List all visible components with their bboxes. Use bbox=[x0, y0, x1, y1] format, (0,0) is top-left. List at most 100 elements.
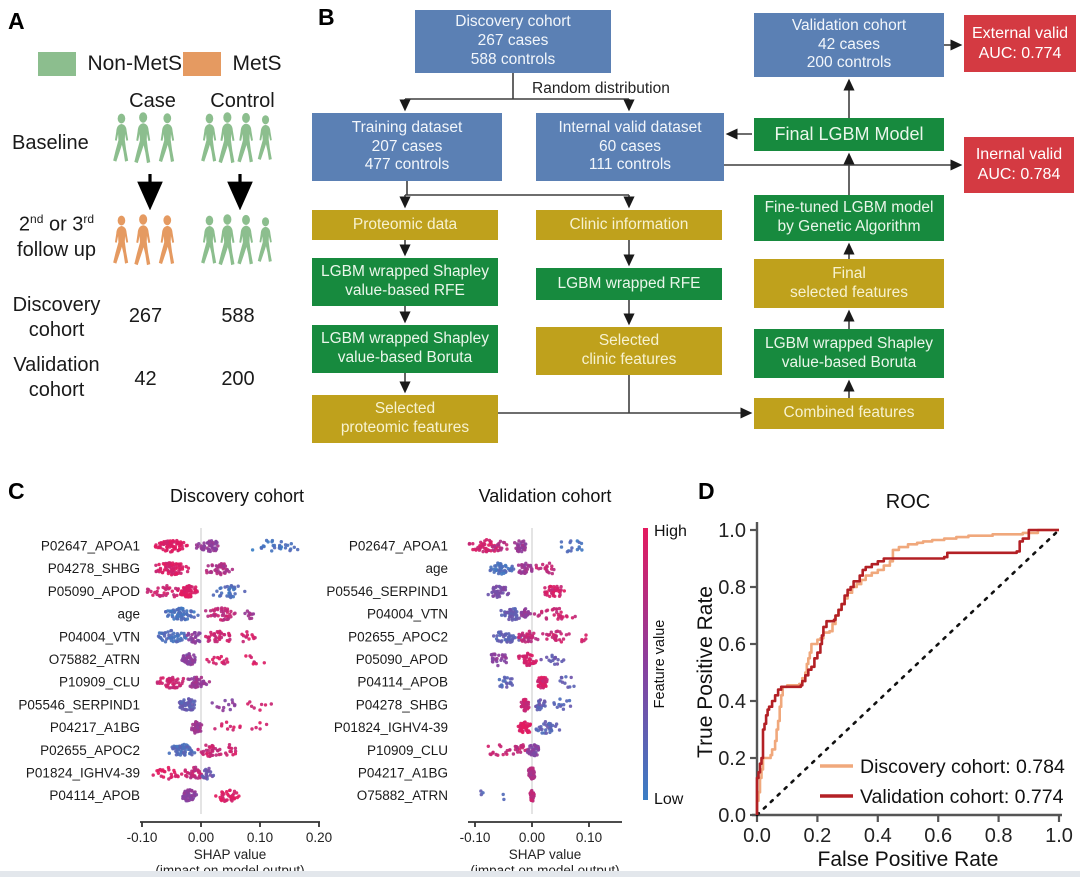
x-tick-label: 1.0 bbox=[1045, 825, 1073, 847]
person-icon bbox=[201, 113, 217, 162]
x-axis-label: SHAP value bbox=[509, 847, 582, 862]
feature-label: P04278_SHBG bbox=[48, 561, 140, 576]
person-icon bbox=[113, 215, 129, 264]
validation-control-count: 200 bbox=[221, 368, 255, 390]
person-silhouette-icons bbox=[113, 112, 175, 164]
feature-label: P04114_APOB bbox=[49, 788, 140, 803]
colorbar-high-label: High bbox=[654, 523, 687, 540]
training-dataset-box: Training dataset 207 cases 477 controls bbox=[312, 113, 502, 181]
x-tick-label: 0.00 bbox=[188, 830, 214, 845]
baseline-case-people-icon bbox=[108, 112, 188, 172]
feature-label: P04217_A1BG bbox=[50, 720, 140, 735]
person-icon bbox=[201, 215, 217, 264]
discovery-cohort-box: Discovery cohort 267 cases 588 controls bbox=[415, 10, 611, 73]
feature-label: O75882_ATRN bbox=[49, 652, 140, 667]
y-tick-label: 1.0 bbox=[718, 520, 746, 542]
x-tick-label: 0.2 bbox=[803, 825, 831, 847]
x-axis-label: SHAP value bbox=[194, 847, 267, 862]
feature-label: P02647_APOA1 bbox=[349, 539, 448, 554]
legend-nonmets: Non-MetS bbox=[38, 52, 182, 76]
x-tick-label: 0.10 bbox=[247, 830, 273, 845]
x-tick-label: 0.8 bbox=[985, 825, 1013, 847]
selected-proteomic-features-box: Selected proteomic features bbox=[312, 395, 498, 443]
person-icon bbox=[134, 214, 151, 266]
followup-text-line2: follow up bbox=[17, 238, 96, 261]
bottom-edge-strip bbox=[0, 871, 1080, 877]
selected-clinic-features-box: Selected clinic features bbox=[536, 327, 722, 375]
validation-cohort-row-label: Validation cohort bbox=[13, 354, 100, 401]
internal-valid-dataset-box: Internal valid dataset 60 cases 111 cont… bbox=[536, 113, 724, 181]
roc-plot: ROC 0.0 0.2 0.4 0.6 0.8 1.0 0.0 0.2 0.4 0.6 0.8 1.0 F… bbox=[694, 491, 1073, 871]
y-axis-label: True Positive Rate bbox=[694, 586, 717, 758]
panel-a-label: A bbox=[8, 8, 25, 34]
mets-swatch-icon bbox=[183, 52, 221, 76]
clinic-information-box: Clinic information bbox=[536, 210, 722, 240]
mets-label: MetS bbox=[232, 52, 282, 75]
legend-entry-label: Validation cohort: 0.774 bbox=[860, 786, 1064, 808]
person-icon bbox=[257, 217, 272, 262]
y-tick-label: 0.2 bbox=[718, 748, 746, 770]
person-icon bbox=[237, 214, 253, 265]
y-tick-label: 0.4 bbox=[718, 691, 746, 713]
y-tick-label: 0.6 bbox=[718, 634, 746, 656]
followup-control-people-icon bbox=[196, 214, 288, 274]
x-tick-label: 0.10 bbox=[576, 830, 602, 845]
external-valid-auc-box: External valid AUC: 0.774 bbox=[964, 15, 1076, 72]
feature-label: P05546_SERPIND1 bbox=[326, 584, 448, 599]
y-tick-label: 0.8 bbox=[718, 577, 746, 599]
x-tick-label: 0.4 bbox=[864, 825, 892, 847]
validation-cohort-box: Validation cohort 42 cases 200 controls bbox=[754, 13, 944, 77]
lgbm-shapley-boruta-right-box: LGBM wrapped Shapley value-based Boruta bbox=[754, 329, 944, 378]
final-selected-features-box: Final selected features bbox=[754, 259, 944, 308]
combined-features-box: Combined features bbox=[754, 398, 944, 429]
followup-arrows-icon bbox=[137, 174, 253, 210]
person-icon bbox=[218, 112, 235, 164]
column-header-control: Control bbox=[210, 90, 275, 112]
feature-label: P10909_CLU bbox=[59, 675, 140, 690]
followup-sup1: nd bbox=[30, 212, 44, 226]
followup-text-part2: or 3 bbox=[43, 213, 84, 236]
baseline-row-label: Baseline bbox=[12, 132, 89, 154]
panel-c-label: C bbox=[8, 478, 25, 504]
roc-title: ROC bbox=[886, 491, 930, 513]
followup-text-part1: 2 bbox=[18, 213, 31, 236]
panel-d-label: D bbox=[698, 478, 715, 504]
followup-case-people-icon bbox=[108, 214, 188, 274]
x-tick-label: 0.00 bbox=[519, 830, 545, 845]
feature-label: P02655_APOC2 bbox=[40, 743, 140, 758]
y-tick-label: 0.0 bbox=[718, 805, 746, 827]
discovery-cohort-row-label: Discovery cohort bbox=[12, 294, 101, 341]
lgbm-shapley-boruta-left-box: LGBM wrapped Shapley value-based Boruta bbox=[312, 325, 498, 373]
legend-entry-label: Discovery cohort: 0.784 bbox=[860, 756, 1065, 778]
nonmets-label: Non-MetS bbox=[87, 52, 182, 75]
person-icon bbox=[113, 113, 129, 162]
roc-curve-discovery bbox=[755, 528, 1059, 815]
person-icon bbox=[218, 214, 235, 266]
person-icon bbox=[158, 113, 175, 163]
shap-plot-title: Discovery cohort bbox=[170, 486, 304, 506]
feature-label: P05546_SERPIND1 bbox=[18, 697, 140, 712]
followup-sup2: rd bbox=[83, 212, 95, 226]
person-icon bbox=[257, 115, 272, 160]
feature-label: P04114_APOB bbox=[357, 675, 448, 690]
followup-row-label: 2nd or 3rd follow up bbox=[4, 212, 109, 288]
x-tick-label: -0.10 bbox=[460, 830, 491, 845]
final-lgbm-model-box: Final LGBM Model bbox=[754, 118, 944, 151]
feature-label: age bbox=[117, 607, 140, 622]
feature-label: P04004_VTN bbox=[367, 607, 448, 622]
feature-label: P02647_APOA1 bbox=[41, 539, 140, 554]
shap-plot-title: Validation cohort bbox=[479, 486, 612, 506]
feature-label: P05090_APOD bbox=[356, 652, 449, 667]
random-distribution-label: Random distribution bbox=[532, 80, 670, 97]
roc-chart: ROC 0.0 0.2 0.4 0.6 0.8 1.0 0.0 0.2 0.4 0.6 0.8 1.0 F… bbox=[694, 491, 1073, 871]
feature-label: P05090_APOD bbox=[48, 584, 141, 599]
x-tick-label: 0.6 bbox=[924, 825, 952, 847]
person-silhouette-icons bbox=[201, 112, 272, 164]
feature-label: O75882_ATRN bbox=[357, 788, 448, 803]
feature-value-colorbar: High Low Feature value bbox=[643, 523, 687, 808]
shap-plot-discovery: Discovery cohort P02647_APOA1 P04278_SHBG P… bbox=[18, 486, 332, 877]
panel-b-label: B bbox=[318, 4, 335, 30]
lgbm-shapley-rfe-box: LGBM wrapped Shapley value-based RFE bbox=[312, 258, 498, 306]
proteomic-data-box: Proteomic data bbox=[312, 210, 498, 240]
